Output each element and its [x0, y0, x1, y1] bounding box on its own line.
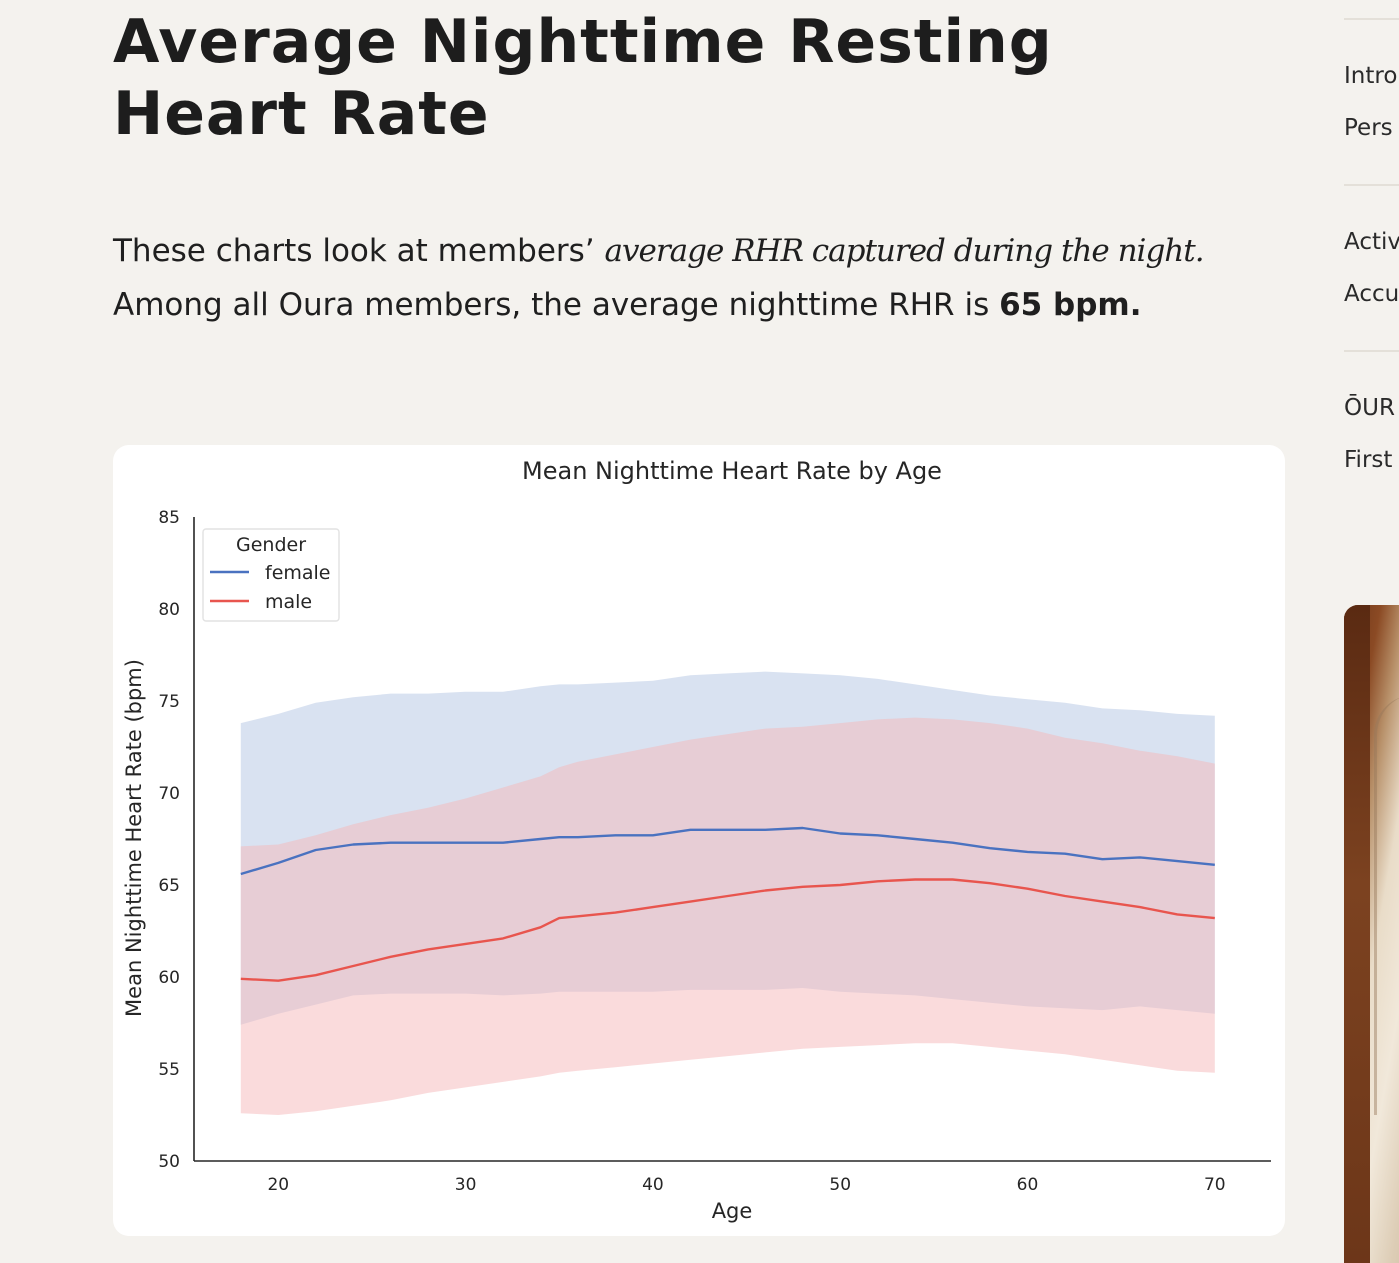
y-tick-label: 75	[158, 692, 180, 712]
x-tick-label: 40	[642, 1175, 664, 1195]
line-female	[240, 826, 1215, 876]
sidebar-link-accu[interactable]: Accu	[1344, 281, 1399, 307]
chart-card: Mean Nighttime Heart Rate by Age 50 55 60 6…	[113, 445, 1285, 1236]
x-tick-label: 30	[455, 1175, 477, 1195]
y-tick-label: 80	[158, 600, 180, 620]
intro-average-value: 65 bpm.	[999, 287, 1142, 323]
x-axis-label: Age	[712, 1199, 753, 1223]
x-tick-label: 20	[267, 1175, 289, 1195]
sidebar-link-activ[interactable]: Activ	[1344, 229, 1399, 255]
confidence-bands	[240, 671, 1215, 1115]
promo-photo[interactable]	[1344, 605, 1399, 1263]
sidebar-link-first[interactable]: First	[1344, 447, 1393, 473]
legend-title: Gender	[236, 534, 306, 556]
y-tick-label: 50	[158, 1152, 180, 1172]
sidebar-divider	[1344, 184, 1399, 186]
line-male	[240, 878, 1215, 982]
heart-rate-chart: Mean Nighttime Heart Rate by Age 50 55 60 6…	[122, 457, 1271, 1223]
page-title: Average Nighttime Resting Heart Rate	[113, 7, 1053, 149]
legend-label-male: male	[265, 591, 312, 613]
y-tick-labels: 50 55 60 65 70 75 80 85	[158, 508, 180, 1172]
chart-legend: Gender female male	[202, 528, 340, 622]
x-tick-label: 50	[829, 1175, 851, 1195]
photo-garment-fold	[1374, 695, 1399, 1115]
y-tick-label: 85	[158, 508, 180, 528]
band-male	[240, 717, 1215, 1115]
sidebar-link-our[interactable]: ŌUR	[1344, 395, 1395, 421]
series-lines	[240, 826, 1215, 982]
x-tick-label: 70	[1204, 1175, 1226, 1195]
x-tick-labels: 20 30 40 50 60 70	[267, 1175, 1225, 1195]
sidebar-divider	[1344, 18, 1399, 20]
intro-text-2: Among all Oura members, the average nigh…	[113, 287, 1000, 323]
chart-axes	[193, 517, 1271, 1162]
sidebar-divider	[1344, 350, 1399, 352]
legend-label-female: female	[265, 562, 331, 584]
chart-title: Mean Nighttime Heart Rate by Age	[522, 457, 942, 485]
photo-shadow	[1344, 605, 1370, 1263]
legend-box	[202, 528, 340, 622]
legend-items: female male	[210, 562, 331, 613]
y-tick-label: 65	[158, 876, 180, 896]
y-tick-label: 60	[158, 968, 180, 988]
sidebar-link-pers[interactable]: Pers	[1344, 115, 1393, 141]
x-tick-label: 60	[1017, 1175, 1039, 1195]
intro-paragraph: These charts look at members’ average RH…	[113, 224, 1223, 332]
y-axis-label: Mean Nighttime Heart Rate (bpm)	[122, 659, 146, 1017]
intro-emphasis: average RHR captured during the night.	[604, 233, 1205, 269]
intro-text-1: These charts look at members’	[113, 233, 605, 269]
sidebar-link-intro[interactable]: Intro	[1344, 63, 1398, 89]
table-of-contents-sidebar: Intro Pers Activ Accu ŌUR First	[1344, 0, 1399, 1263]
y-tick-label: 55	[158, 1060, 180, 1080]
y-tick-label: 70	[158, 784, 180, 804]
